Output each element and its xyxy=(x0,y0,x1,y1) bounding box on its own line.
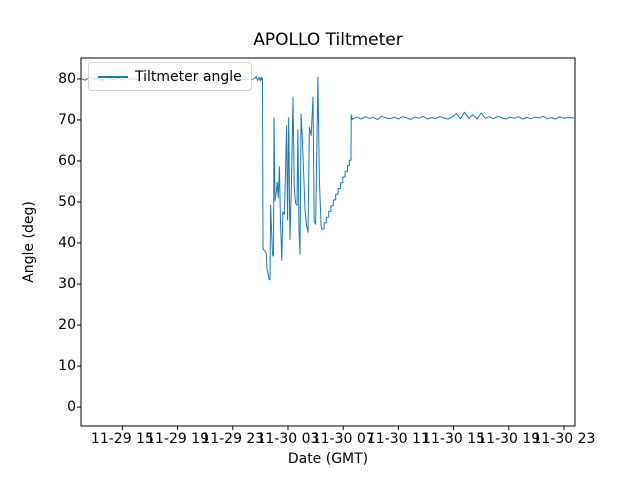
axes-frame xyxy=(80,57,576,427)
y-tick-label: 80 xyxy=(58,70,76,87)
chart-title: APOLLO Tiltmeter xyxy=(253,30,403,50)
tiltmeter-angle-line xyxy=(80,76,576,281)
y-tick-label: 10 xyxy=(58,358,76,375)
x-tick-label: 11-30 07 xyxy=(311,431,375,447)
y-tick-label: 60 xyxy=(58,152,76,169)
legend: Tiltmeter angle xyxy=(88,62,252,91)
y-tick-label: 30 xyxy=(58,276,76,293)
y-tick-label: 70 xyxy=(58,111,76,128)
x-tick-label: 11-30 19 xyxy=(477,431,541,447)
y-tick-label: 0 xyxy=(67,399,76,416)
y-axis-label: Angle (deg) xyxy=(21,201,37,283)
y-tick-label: 20 xyxy=(58,317,76,334)
x-tick-label: 11-29 23 xyxy=(201,431,265,447)
x-tick-label: 11-30 03 xyxy=(256,431,320,447)
legend-line-sample-icon xyxy=(98,75,128,78)
y-tick-label: 40 xyxy=(58,235,76,252)
x-tick-label: 11-29 19 xyxy=(146,431,210,447)
y-tick-label: 50 xyxy=(58,194,76,210)
legend-entry-label: Tiltmeter angle xyxy=(135,68,242,85)
x-tick-label: 11-30 11 xyxy=(366,431,430,447)
x-tick-label: 11-30 15 xyxy=(422,431,486,447)
x-tick-label: 11-30 23 xyxy=(532,431,596,447)
x-tick-label: 11-29 15 xyxy=(90,431,154,447)
x-axis-label: Date (GMT) xyxy=(287,451,369,467)
